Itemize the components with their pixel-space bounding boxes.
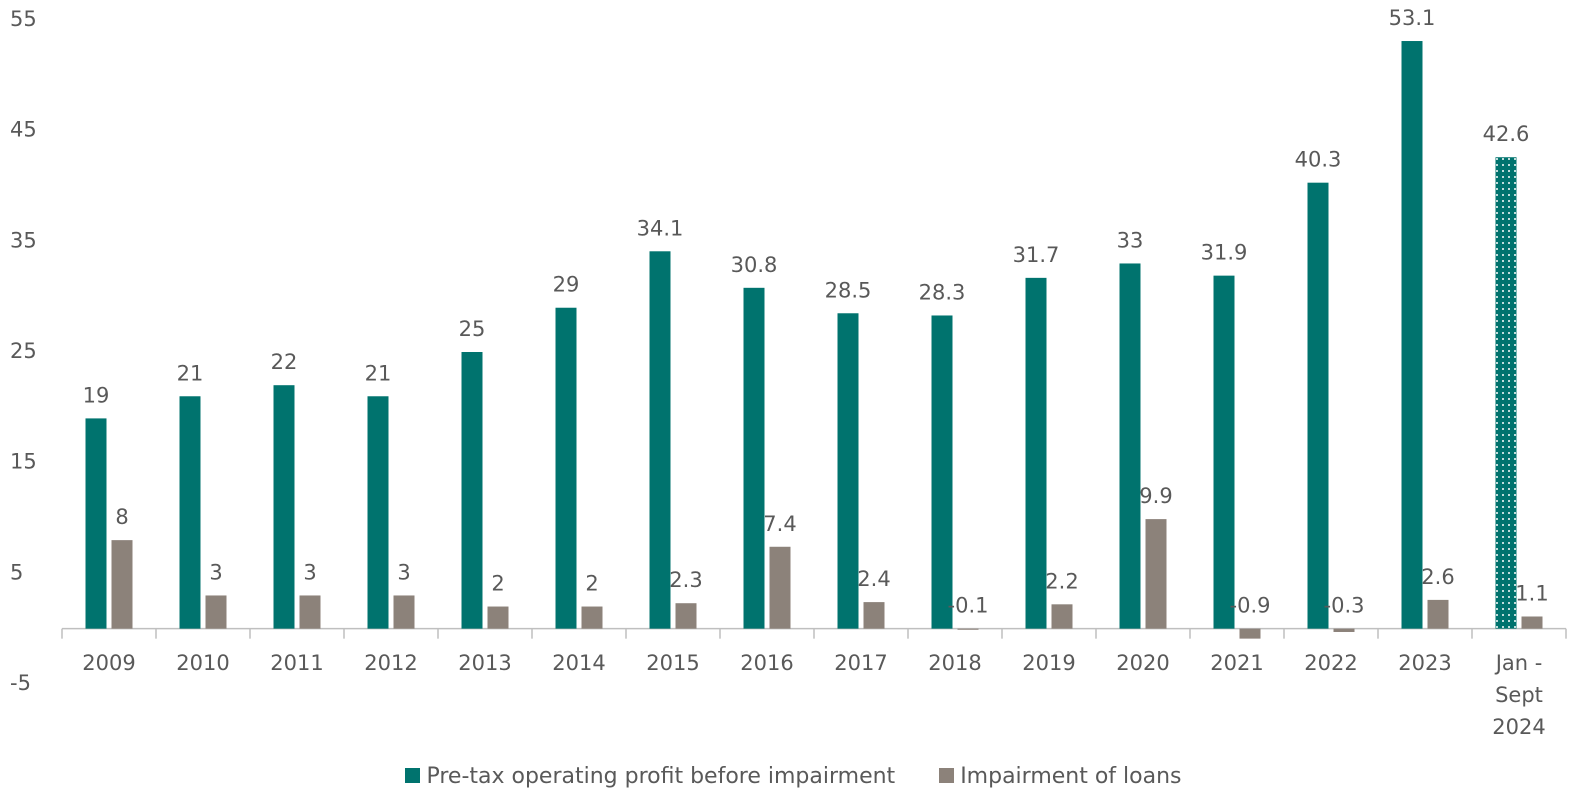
data-label: 25 (459, 317, 486, 341)
data-label: 2 (491, 572, 504, 596)
bar (179, 396, 201, 629)
bar (461, 352, 483, 629)
bar (931, 315, 953, 629)
y-tick-label: 45 (10, 118, 37, 142)
data-label: 34.1 (637, 216, 684, 240)
bar (957, 628, 979, 630)
bar (273, 385, 295, 629)
data-label: 1.1 (1515, 581, 1548, 605)
legend-swatch (405, 768, 421, 783)
x-tick-label: Jan - Sept 2024 (1492, 650, 1546, 739)
x-tick-label: 2011 (270, 650, 324, 675)
data-label: 30.8 (731, 253, 778, 277)
data-label: 2.6 (1421, 565, 1454, 589)
legend-item: Pre-tax operating profit before impairme… (405, 764, 895, 789)
data-label: 2.4 (857, 567, 890, 591)
data-label: 3 (397, 560, 410, 584)
x-tick-label: 2017 (834, 650, 888, 675)
data-label: 3 (303, 560, 316, 584)
data-label: 31.9 (1201, 241, 1248, 265)
x-tick-label: 2022 (1304, 650, 1358, 675)
data-label: 31.7 (1013, 243, 1060, 267)
legend-label: Pre-tax operating profit before impairme… (426, 764, 896, 789)
data-label: 2.2 (1045, 569, 1078, 593)
legend-item: Impairment of loans (939, 764, 1182, 789)
bar (1051, 604, 1073, 629)
data-label: 33 (1117, 228, 1144, 252)
data-label: 42.6 (1483, 122, 1530, 146)
bar (1119, 263, 1141, 629)
bar (85, 418, 107, 629)
bar (1495, 157, 1517, 629)
bar (1239, 628, 1261, 639)
bar (555, 307, 577, 629)
bar (649, 251, 671, 629)
x-tick-label: 2012 (364, 650, 418, 675)
x-tick-label: 2009 (82, 650, 136, 675)
data-label: 19 (83, 383, 110, 407)
data-label: 53.1 (1389, 6, 1436, 30)
bar (837, 313, 859, 629)
y-tick-label: -5 (10, 671, 31, 695)
bar (675, 603, 697, 629)
bar (1025, 277, 1047, 629)
data-label: -0.3 (1324, 594, 1365, 618)
data-label: 21 (177, 361, 204, 385)
legend-swatch (939, 768, 955, 783)
bar (769, 546, 791, 629)
bar (111, 540, 133, 629)
bar (1401, 41, 1423, 629)
bar (299, 595, 321, 629)
data-label: 7.4 (763, 512, 796, 536)
bar (1307, 182, 1329, 629)
bar (367, 396, 389, 629)
x-tick-label: 2019 (1022, 650, 1076, 675)
data-label: 2.3 (669, 568, 702, 592)
y-tick-label: 15 (10, 450, 37, 474)
data-label: 9.9 (1139, 484, 1172, 508)
data-label: 40.3 (1295, 148, 1342, 172)
x-tick-label: 2013 (458, 650, 512, 675)
bar (1333, 628, 1355, 632)
y-tick-label: 35 (10, 228, 37, 252)
data-label: -0.9 (1230, 594, 1271, 618)
data-label: 28.3 (919, 280, 966, 304)
bar (1427, 599, 1449, 629)
data-label: 28.5 (825, 278, 872, 302)
bar (1521, 616, 1543, 629)
x-tick-label: 2018 (928, 650, 982, 675)
y-tick-label: 5 (10, 560, 23, 584)
y-tick-label: 25 (10, 339, 37, 363)
x-tick-label: 2014 (552, 650, 606, 675)
legend-label: Impairment of loans (960, 764, 1182, 789)
data-label: 21 (365, 361, 392, 385)
data-label: 2 (585, 572, 598, 596)
data-label: 29 (553, 273, 580, 297)
data-label: 22 (271, 350, 298, 374)
y-tick-label: 55 (10, 7, 37, 31)
x-tick-label: 2015 (646, 650, 700, 675)
x-tick-label: 2023 (1398, 650, 1452, 675)
data-label: 3 (209, 560, 222, 584)
bar (1145, 519, 1167, 629)
x-tick-label: 2016 (740, 650, 794, 675)
x-tick-label: 2020 (1116, 650, 1170, 675)
bar (487, 606, 509, 629)
x-tick-label: 2021 (1210, 650, 1264, 675)
bar (393, 595, 415, 629)
bar (581, 606, 603, 629)
data-label: -0.1 (948, 594, 989, 618)
x-tick-label: 2010 (176, 650, 230, 675)
bar (743, 287, 765, 629)
bar (205, 595, 227, 629)
legend: Pre-tax operating profit before impairme… (0, 764, 1587, 789)
data-label: 8 (115, 505, 128, 529)
bar (1213, 275, 1235, 629)
bar (863, 602, 885, 629)
